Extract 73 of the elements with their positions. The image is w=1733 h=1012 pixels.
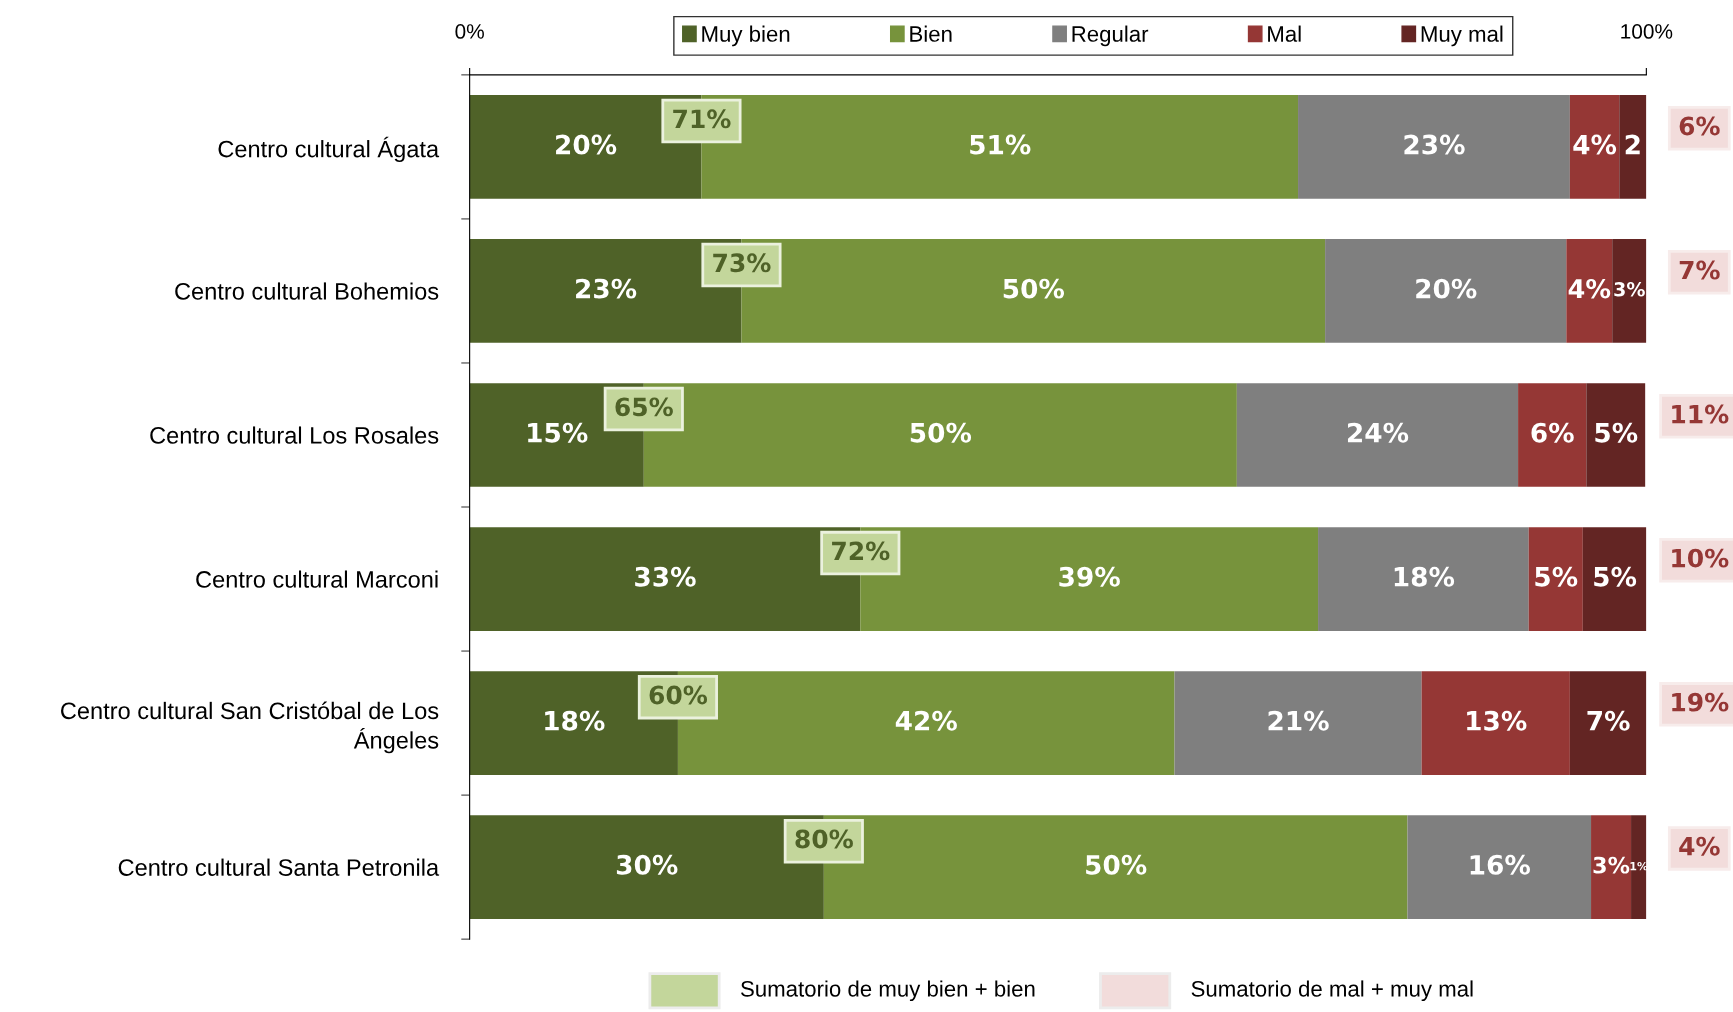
legend-label: Regular: [1072, 25, 1149, 47]
bar: [1569, 671, 1647, 775]
y-tick-label: Centro cultural San Cristóbal de Los Ángeles: [61, 701, 439, 754]
bar: [1619, 95, 1647, 199]
data-label: 50%: [1003, 278, 1065, 299]
data-label: 2: [1625, 134, 1640, 155]
data-label: 42%: [895, 710, 957, 731]
bar: [1298, 95, 1570, 199]
bar: [1236, 383, 1519, 487]
data-label: 15%: [528, 422, 588, 443]
annotation: 19%: [1672, 692, 1729, 712]
data-label: 4%: [1573, 134, 1617, 155]
data-label: 50%: [1086, 854, 1147, 875]
data-label: 50%: [910, 422, 972, 443]
legend-label: Bien: [910, 25, 952, 42]
annotation: 10%: [1672, 548, 1729, 568]
data-label: 7%: [1587, 710, 1630, 731]
bar: [1612, 239, 1647, 343]
y-tick-label: Centro cultural Marconi: [196, 570, 438, 588]
data-label: 6%: [1531, 422, 1574, 443]
bar: [1528, 527, 1583, 631]
data-label: 21%: [1268, 710, 1329, 731]
bar: [1174, 671, 1422, 775]
bar: [1586, 383, 1646, 487]
legend-label: Muy mal: [1421, 25, 1503, 47]
annotation: 6%: [1679, 116, 1720, 136]
bar: [1318, 527, 1529, 631]
annotation: 7%: [1679, 260, 1720, 280]
data-label: 5%: [1595, 422, 1638, 443]
data-label: 3%: [1593, 856, 1630, 874]
annotation: 60%: [649, 685, 708, 705]
data-label: 51%: [970, 134, 1031, 155]
x-tick-label: 100%: [1621, 24, 1673, 39]
data-label: 18%: [1394, 566, 1455, 587]
text: Sumatorio de muy bien + bien: [741, 980, 1035, 1002]
text: Sumatorio de mal + muy mal: [1191, 980, 1473, 1002]
data-label: 13%: [1467, 710, 1527, 731]
annotation: 73%: [713, 253, 771, 273]
bar: [1518, 383, 1587, 487]
data-label: 4%: [1568, 278, 1611, 299]
data-label: 20%: [556, 134, 617, 155]
data-label: 33%: [635, 566, 696, 587]
data-label: 5%: [1535, 566, 1578, 587]
annotation: 65%: [615, 397, 673, 417]
annotation: 4%: [1679, 836, 1720, 856]
data-label: 23%: [1404, 134, 1465, 155]
annotation: 72%: [832, 541, 890, 561]
data-label: 20%: [1416, 278, 1477, 299]
data-label: 39%: [1059, 566, 1120, 587]
legend-label: Mal: [1268, 25, 1301, 42]
annotation: 71%: [673, 109, 731, 129]
annotation: 80%: [795, 829, 853, 849]
data-label: 16%: [1470, 854, 1530, 875]
legend-label: Muy bien: [702, 25, 790, 47]
bar: [1569, 95, 1620, 199]
x-tick-label: 0%: [455, 24, 484, 39]
bar: [1421, 671, 1570, 775]
data-label: 3%: [1614, 282, 1645, 297]
data-label: 5%: [1594, 566, 1637, 587]
data-label: 24%: [1347, 422, 1409, 443]
data-label: 18%: [545, 710, 605, 731]
bar: [1325, 239, 1567, 343]
y-tick-label: Centro cultural Bohemios: [175, 282, 439, 300]
bar: [1582, 527, 1647, 631]
y-tick-label: Centro cultural Los Rosales: [150, 426, 439, 444]
y-tick-label: Centro cultural Ágata: [218, 136, 440, 163]
y-tick-label: Centro cultural Santa Petronila: [118, 858, 440, 876]
bar: [1566, 239, 1613, 343]
annotation: 11%: [1672, 404, 1729, 424]
bar: [1407, 815, 1592, 919]
data-label: 30%: [616, 854, 678, 875]
bar: [1631, 815, 1647, 919]
data-label: 23%: [576, 278, 637, 299]
